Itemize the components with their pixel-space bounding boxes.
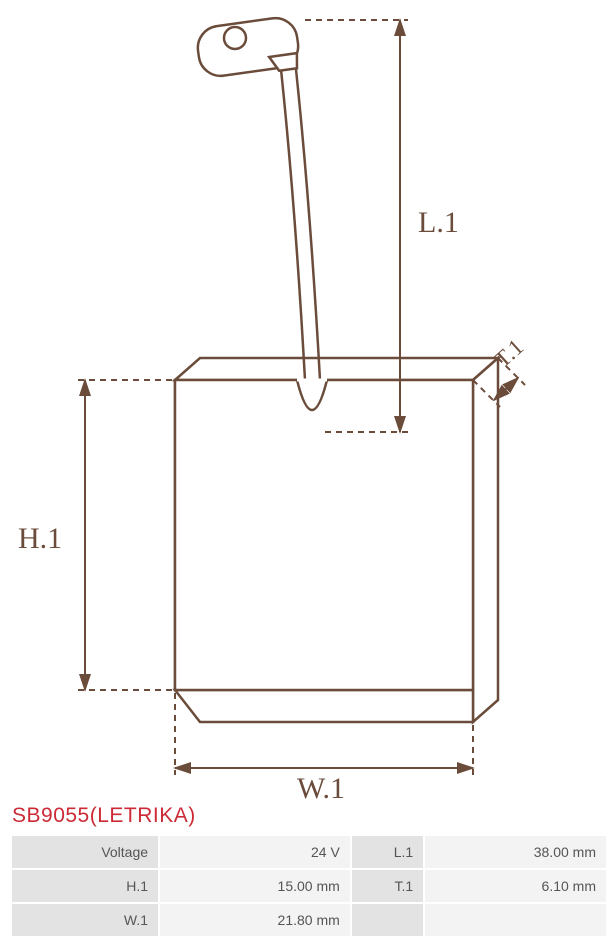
table-row: W.1 21.80 mm: [12, 904, 606, 936]
brush-diagram-svg: L.1 H.1 W.1 T.1: [0, 0, 608, 800]
table-row: Voltage 24 V L.1 38.00 mm: [12, 836, 606, 868]
spec-label: [352, 904, 423, 936]
spec-label: W.1: [12, 904, 158, 936]
spec-table: Voltage 24 V L.1 38.00 mm H.1 15.00 mm T…: [10, 834, 608, 938]
spec-label: Voltage: [12, 836, 158, 868]
spec-label: H.1: [12, 870, 158, 902]
wire-left: [280, 60, 305, 380]
brush-bottom-face: [175, 690, 473, 722]
wire-right: [295, 60, 320, 380]
w1-label: W.1: [297, 772, 345, 800]
technical-drawing: L.1 H.1 W.1 T.1: [0, 0, 608, 800]
spec-value: 21.80 mm: [160, 904, 350, 936]
spec-value: 15.00 mm: [160, 870, 350, 902]
spec-value: [425, 904, 606, 936]
product-title: SB9055(LETRIKA): [0, 800, 608, 834]
spec-value: 24 V: [160, 836, 350, 868]
brush-side-face: [473, 358, 498, 722]
terminal-lug: [195, 15, 301, 78]
table-row: H.1 15.00 mm T.1 6.10 mm: [12, 870, 606, 902]
spec-value: 6.10 mm: [425, 870, 606, 902]
spec-label: T.1: [352, 870, 423, 902]
l1-label: L.1: [418, 206, 459, 239]
brush-top-face: [175, 358, 498, 380]
spec-value: 38.00 mm: [425, 836, 606, 868]
spec-label: L.1: [352, 836, 423, 868]
h1-label: H.1: [18, 522, 62, 555]
